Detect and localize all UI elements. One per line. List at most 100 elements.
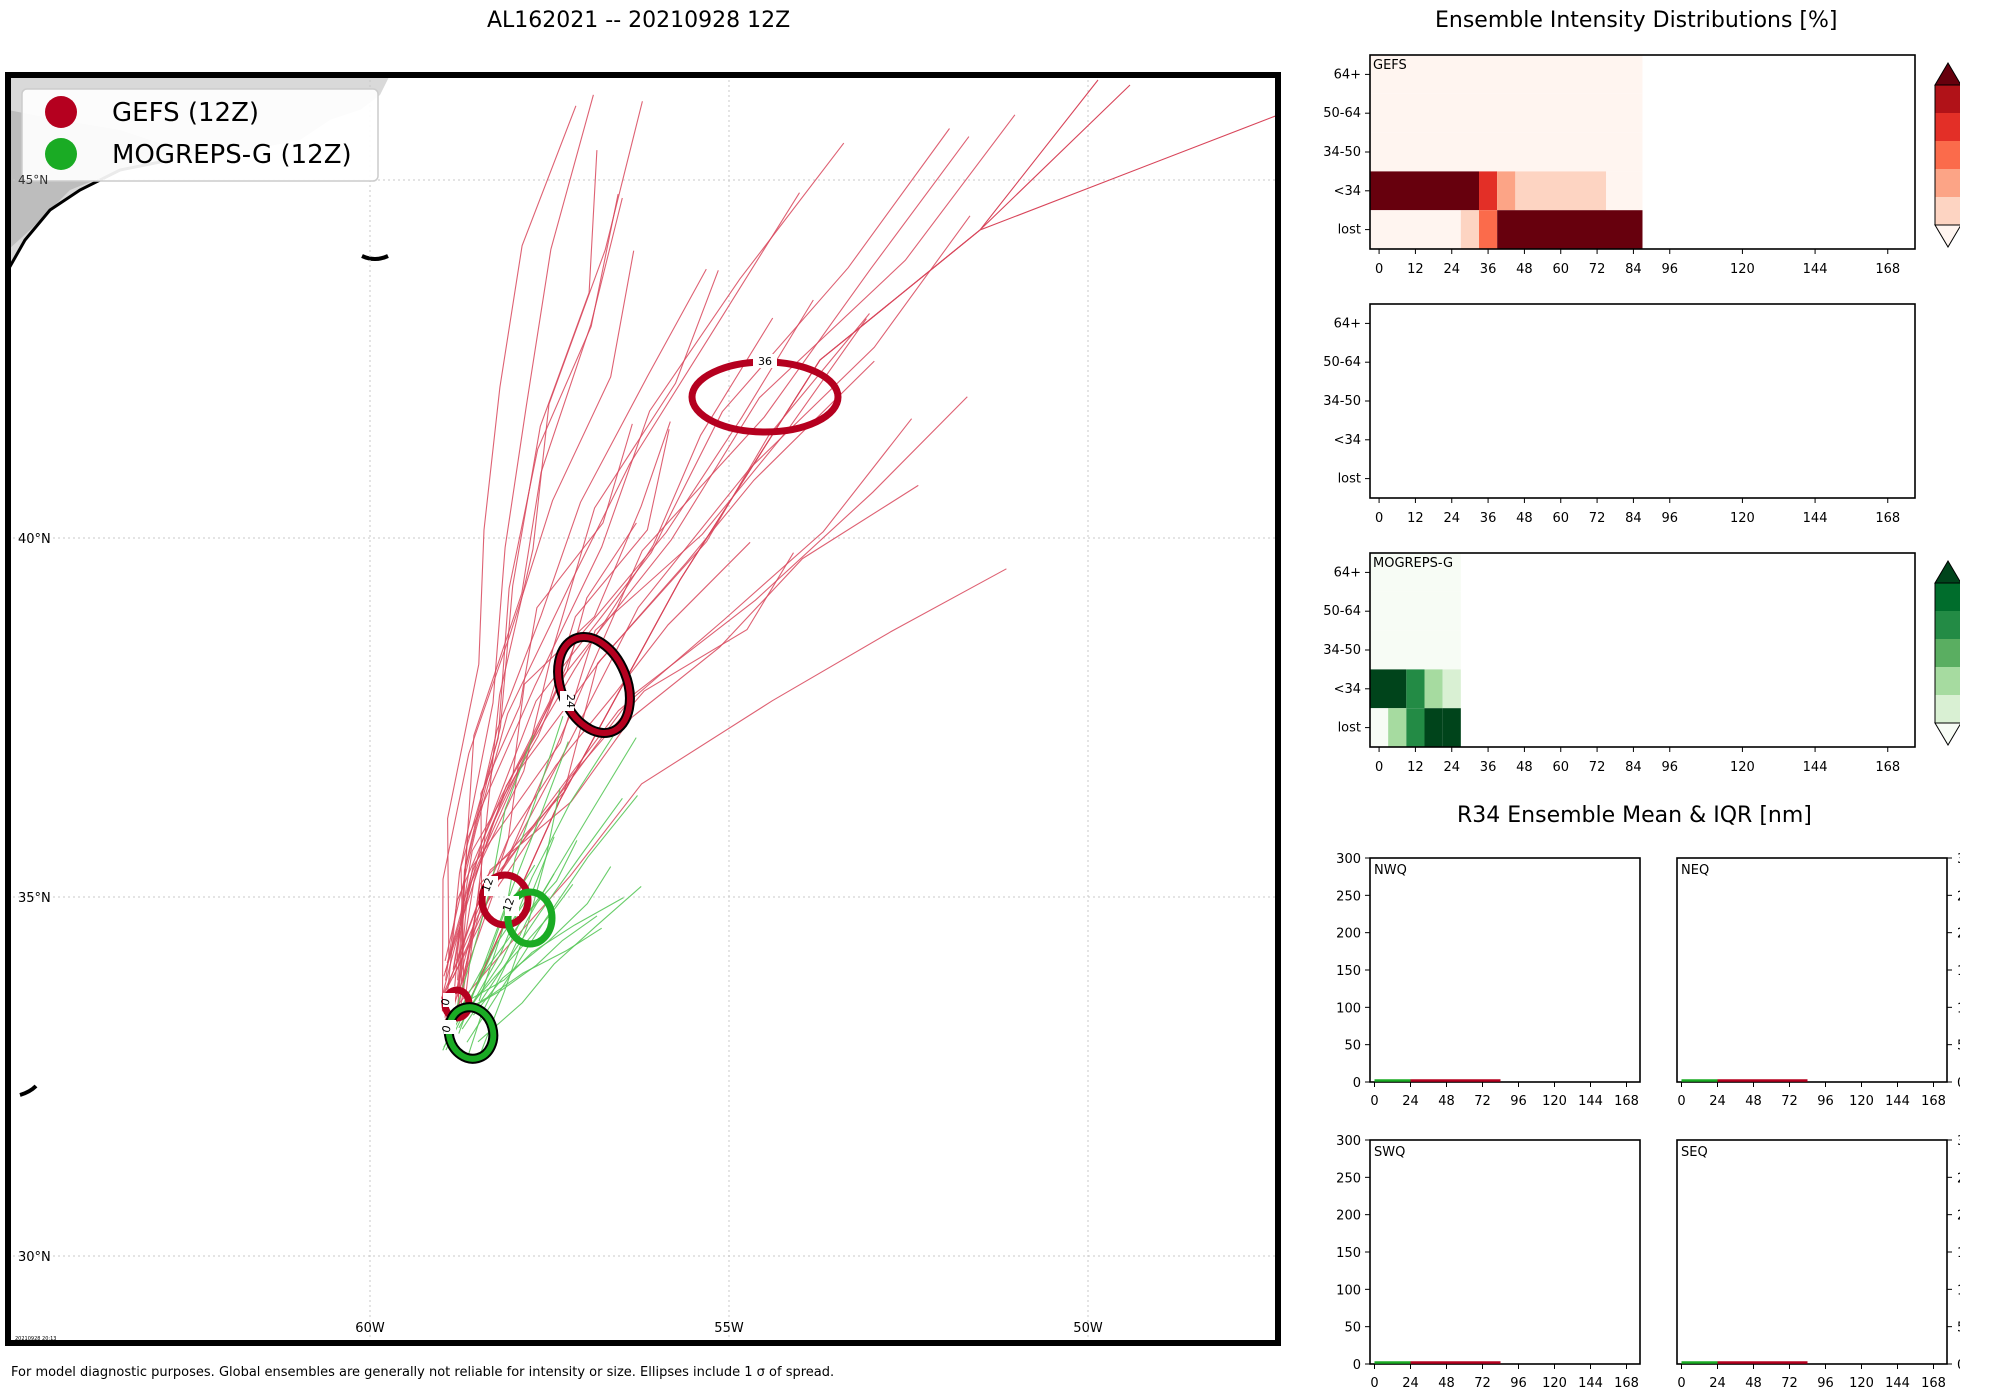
- colorbar-segment: [1935, 113, 1960, 141]
- heatmap-cell: [1406, 669, 1425, 709]
- heatmap-cell: [1370, 708, 1389, 747]
- heatmap-cell: [1442, 708, 1461, 747]
- x-tick-label: 48: [1438, 1094, 1455, 1109]
- x-tick-label: 0: [1370, 1376, 1378, 1391]
- mogreps-member-track: [466, 795, 638, 1043]
- gefs-ellipse-12: [478, 871, 532, 929]
- colorbar-segment: [1935, 695, 1960, 723]
- colorbar-segment: [1935, 197, 1960, 225]
- y-tick-label: 0: [1957, 1076, 1960, 1091]
- x-tick-label: 120: [1730, 760, 1755, 775]
- heatmap-cell: [1497, 210, 1643, 249]
- mogreps-intensity-heatmap: 64+ 50-64 34-50 <34 lost 0 12 24 36 48 60 72 84 96 120…: [1323, 552, 1916, 775]
- heatmap-frame: [1369, 303, 1916, 499]
- gefs-member-track: [457, 418, 913, 1012]
- colorbar-extend-top: [1934, 62, 1960, 86]
- gefs-member-track: [460, 268, 707, 982]
- mogreps-member-track: [459, 915, 598, 1015]
- x-tick-label: 120: [1849, 1376, 1874, 1391]
- lon-label-50w: 50W: [1073, 1321, 1103, 1336]
- lat-label-35: 35°N: [18, 891, 51, 906]
- x-tick-label: 144: [1803, 511, 1828, 526]
- colorbar-extend-bottom: [1934, 722, 1960, 746]
- gefs-member-track: [447, 423, 633, 986]
- y-tick-label: 50: [1344, 1321, 1361, 1336]
- x-tick-label: 168: [1614, 1376, 1639, 1391]
- x-tick-label: 120: [1849, 1094, 1874, 1109]
- r34-frame: [1676, 1139, 1948, 1365]
- y-tick-label: 0: [1353, 1076, 1361, 1091]
- gefs-member-track: [463, 101, 643, 1012]
- y-tick-label: 250: [1336, 1171, 1361, 1186]
- gefs-member-track: [469, 84, 1131, 1001]
- x-tick-label: 96: [1817, 1376, 1834, 1391]
- y-tick-label: 100: [1336, 1283, 1361, 1298]
- x-tick-label: 24: [1443, 262, 1460, 277]
- row-label: <34: [1334, 682, 1361, 697]
- lat-label-40: 40°N: [18, 532, 51, 547]
- gefs-member-track: [452, 299, 814, 970]
- heatmap-cell: [1370, 132, 1643, 172]
- r34-title: R34 Ensemble Mean & IQR [nm]: [1457, 803, 1812, 828]
- y-tick-label: 100: [1336, 1001, 1361, 1016]
- y-tick-label: 200: [1957, 1209, 1960, 1224]
- x-tick-label: 36: [1480, 511, 1497, 526]
- x-tick-label: 48: [1438, 1376, 1455, 1391]
- quadrant-label: NWQ: [1374, 863, 1407, 878]
- heatmap-cell: [1424, 669, 1443, 709]
- x-tick-label: 120: [1542, 1094, 1567, 1109]
- x-tick-label: 60: [1552, 511, 1569, 526]
- gefs-label-12: 12: [479, 876, 496, 894]
- x-tick-label: 24: [1709, 1376, 1726, 1391]
- x-tick-label: 12: [1407, 760, 1424, 775]
- heatmap-cell: [1370, 630, 1461, 670]
- x-tick-label: 36: [1480, 760, 1497, 775]
- quadrant-label: NEQ: [1681, 863, 1709, 878]
- x-tick-label: 144: [1885, 1094, 1910, 1109]
- gefs-member-track: [457, 142, 845, 981]
- gefs-member-track: [444, 360, 875, 973]
- lat-label-45: 45°N: [18, 173, 48, 187]
- x-tick-label: 48: [1745, 1376, 1762, 1391]
- colorbar-segment: [1935, 583, 1960, 611]
- heatmap-cell: [1370, 93, 1643, 133]
- r34-swq-chart: 0 50 100 150 200 250 300 0 24 48 72 96 120 144 168 SWQ: [1336, 1134, 1641, 1391]
- panel-label: MOGREPS-G: [1373, 556, 1453, 571]
- gefs-member-track: [459, 313, 870, 1011]
- gefs-label-0: 0: [438, 997, 452, 1007]
- x-tick-label: 96: [1817, 1094, 1834, 1109]
- row-label: lost: [1338, 223, 1361, 238]
- heatmap-cell: [1370, 669, 1407, 709]
- gefs-member-track: [444, 568, 1007, 1021]
- row-label: 34-50: [1323, 145, 1361, 160]
- x-tick-label: 24: [1402, 1094, 1419, 1109]
- x-tick-label: 96: [1510, 1094, 1527, 1109]
- row-label: <34: [1334, 433, 1361, 448]
- row-label: lost: [1338, 472, 1361, 487]
- gefs-tracks: [441, 79, 1278, 1021]
- colorbar-extend-bottom: [1934, 224, 1960, 248]
- quadrant-label: SWQ: [1374, 1145, 1405, 1160]
- heatmap-cell: [1479, 210, 1498, 249]
- mogreps-member-track: [453, 927, 602, 1019]
- legend-box: [21, 88, 379, 182]
- y-tick-label: 100: [1957, 1283, 1960, 1298]
- heatmap-cell: [1515, 171, 1607, 211]
- gefs-member-track: [444, 94, 594, 1018]
- heatmap-cell: [1442, 669, 1461, 709]
- legend-mogreps-marker: [45, 138, 77, 170]
- heatmap-cell: [1370, 171, 1479, 211]
- y-tick-label: 250: [1957, 1171, 1960, 1186]
- mogreps-member-track: [455, 897, 624, 1009]
- row-label: 34-50: [1323, 643, 1361, 658]
- colorbar-frame: [1934, 84, 1960, 226]
- x-tick-label: 144: [1578, 1376, 1603, 1391]
- y-tick-label: 200: [1957, 927, 1960, 942]
- colorbar-segment: [1935, 667, 1960, 695]
- x-tick-label: 24: [1443, 760, 1460, 775]
- timestamp-stamp: 20210928 20:13: [15, 1336, 57, 1342]
- x-tick-label: 60: [1552, 760, 1569, 775]
- row-label: lost: [1338, 721, 1361, 736]
- heatmap-cell: [1479, 171, 1498, 211]
- mogreps-member-track: [478, 716, 564, 1002]
